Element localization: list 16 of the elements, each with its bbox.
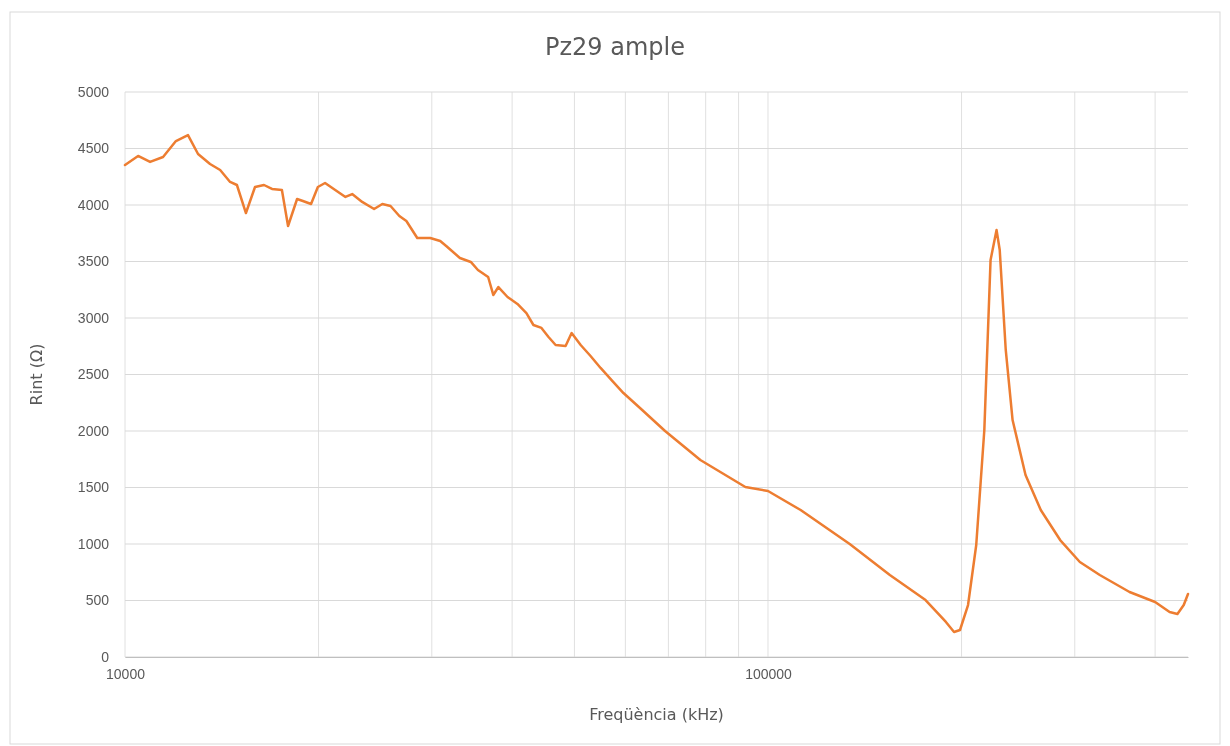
x-tick-label: 10000 [106, 665, 146, 682]
y-tick-label: 3500 [77, 253, 110, 270]
y-tick-label: 4000 [77, 196, 110, 213]
y-tick-label: 1000 [77, 535, 110, 552]
x-axis-title: Freqüència (kHz) [589, 705, 724, 724]
y-tick-label: 500 [85, 592, 110, 609]
y-tick-label: 2500 [77, 366, 110, 383]
y-tick-label: 0 [101, 648, 110, 665]
y-tick-label: 4500 [77, 140, 110, 157]
y-tick-label: 1500 [77, 479, 110, 496]
y-tick-label: 2000 [77, 422, 110, 439]
chart-title: Pz29 ample [545, 33, 685, 61]
y-tick-label: 3000 [77, 309, 110, 326]
x-tick-label: 100000 [745, 665, 793, 682]
y-tick-label: 5000 [77, 83, 110, 100]
y-axis-title: Rint (Ω) [27, 343, 46, 406]
